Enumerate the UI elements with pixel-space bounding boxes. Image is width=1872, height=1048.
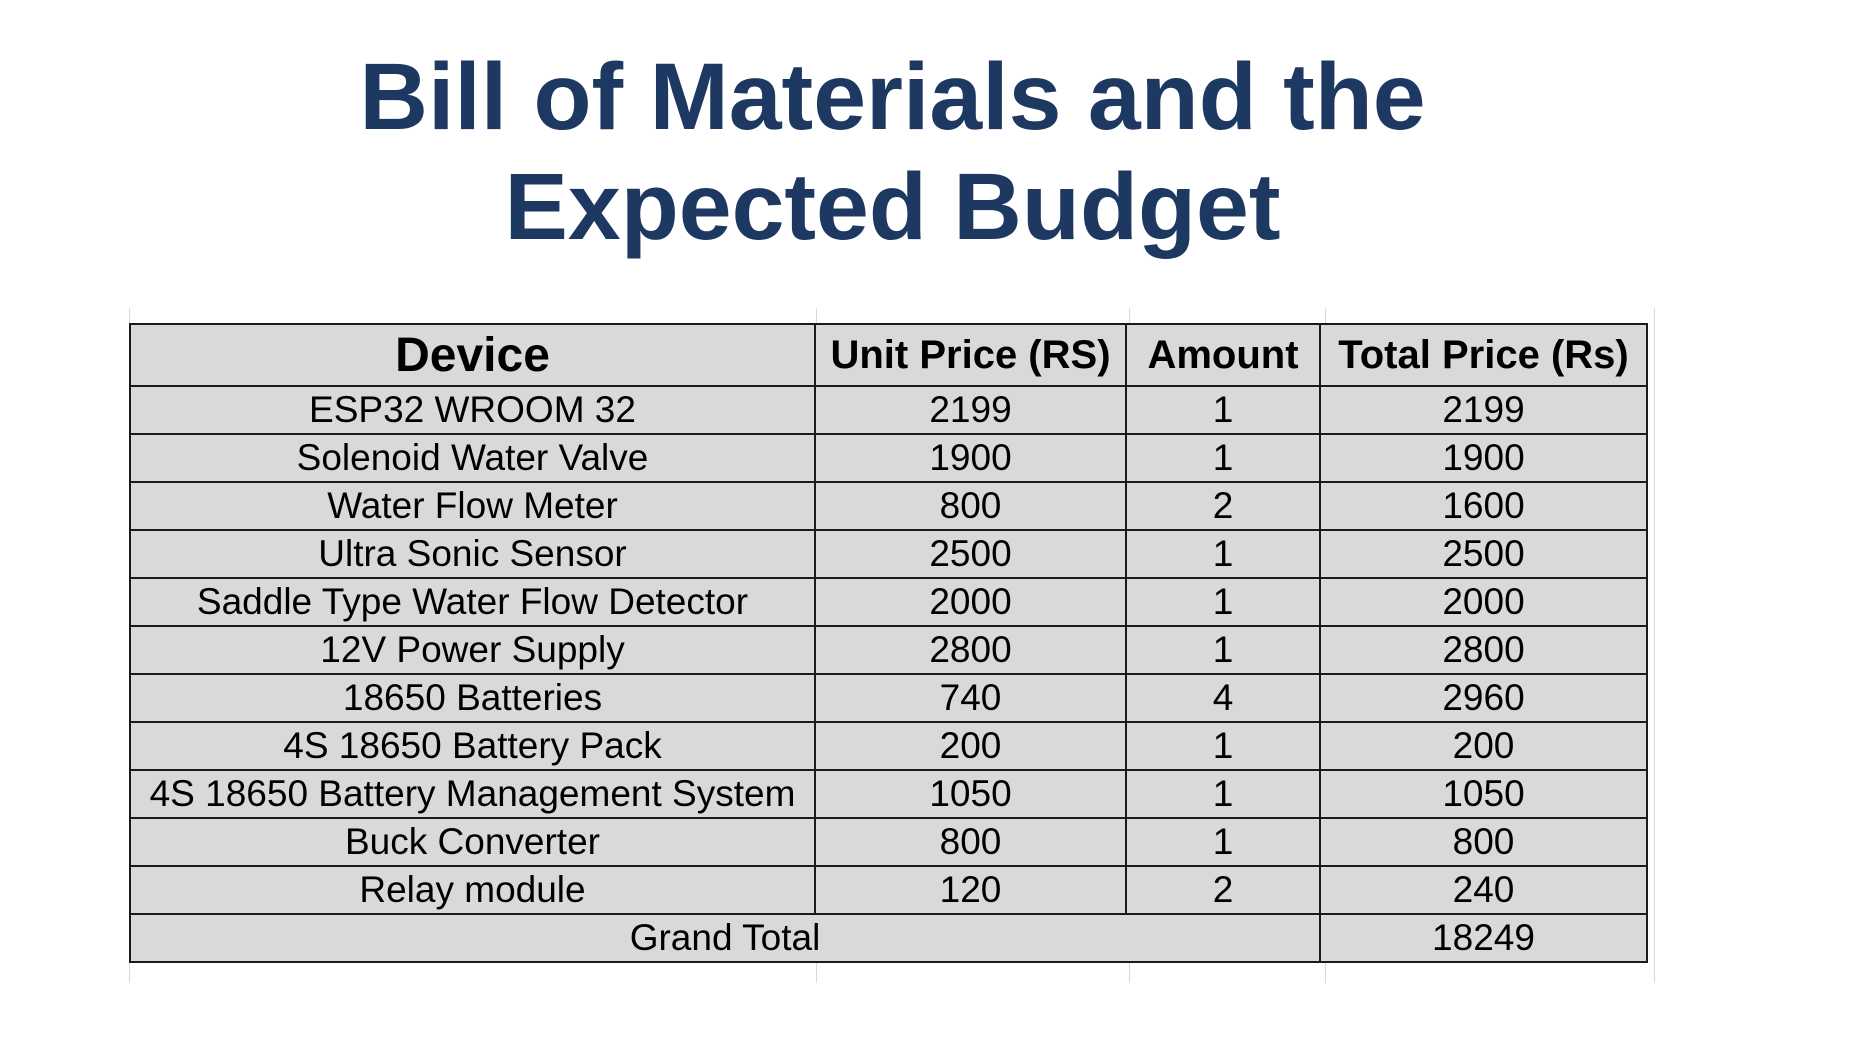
cell-device: Buck Converter [129,817,816,867]
cell-device: Ultra Sonic Sensor [129,529,816,579]
cell-device: ESP32 WROOM 32 [129,385,816,435]
cell-total-price: 1050 [1319,769,1648,819]
table-row: 18650 Batteries 740 4 2960 [129,673,1648,723]
table-row: 4S 18650 Battery Pack 200 1 200 [129,721,1648,771]
table-row: Water Flow Meter 800 2 1600 [129,481,1648,531]
cell-total-price: 2199 [1319,385,1648,435]
cell-unit-price: 2500 [814,529,1127,579]
table-row: 12V Power Supply 2800 1 2800 [129,625,1648,675]
cell-amount: 1 [1125,385,1321,435]
cell-unit-price: 2000 [814,577,1127,627]
cell-device: 12V Power Supply [129,625,816,675]
header-device: Device [129,323,816,387]
table-row: ESP32 WROOM 32 2199 1 2199 [129,385,1648,435]
cell-amount: 2 [1125,865,1321,915]
cell-unit-price: 120 [814,865,1127,915]
bill-of-materials-table: Device Unit Price (RS) Amount Total Pric… [129,323,1648,963]
cell-amount: 1 [1125,721,1321,771]
cell-total-price: 200 [1319,721,1648,771]
grand-total-value: 18249 [1319,913,1648,963]
cell-device: Relay module [129,865,816,915]
table-row: Solenoid Water Valve 1900 1 1900 [129,433,1648,483]
slide-title-line-1: Bill of Materials and the [359,44,1426,150]
cell-total-price: 800 [1319,817,1648,867]
header-unit-price: Unit Price (RS) [814,323,1127,387]
table-row: Buck Converter 800 1 800 [129,817,1648,867]
grand-total-label: Grand Total [129,913,1321,963]
cell-total-price: 240 [1319,865,1648,915]
table-row: 4S 18650 Battery Management System 1050 … [129,769,1648,819]
cell-amount: 4 [1125,673,1321,723]
cell-total-price: 2800 [1319,625,1648,675]
cell-total-price: 2000 [1319,577,1648,627]
cell-total-price: 2500 [1319,529,1648,579]
table-row: Ultra Sonic Sensor 2500 1 2500 [129,529,1648,579]
header-total-price: Total Price (Rs) [1319,323,1648,387]
cell-unit-price: 800 [814,481,1127,531]
cell-amount: 2 [1125,481,1321,531]
cell-amount: 1 [1125,625,1321,675]
cell-unit-price: 1900 [814,433,1127,483]
cell-device: 18650 Batteries [129,673,816,723]
table-row: Saddle Type Water Flow Detector 2000 1 2… [129,577,1648,627]
cell-device: 4S 18650 Battery Management System [129,769,816,819]
cell-amount: 1 [1125,577,1321,627]
cell-device: 4S 18650 Battery Pack [129,721,816,771]
cell-unit-price: 2800 [814,625,1127,675]
cell-device: Water Flow Meter [129,481,816,531]
cell-total-price: 2960 [1319,673,1648,723]
slide-title: Bill of Materials and the Expected Budge… [0,42,1785,262]
cell-amount: 1 [1125,433,1321,483]
table-header-row: Device Unit Price (RS) Amount Total Pric… [129,323,1648,387]
cell-amount: 1 [1125,769,1321,819]
cell-device: Saddle Type Water Flow Detector [129,577,816,627]
cell-unit-price: 1050 [814,769,1127,819]
cell-total-price: 1900 [1319,433,1648,483]
cell-unit-price: 200 [814,721,1127,771]
cell-device: Solenoid Water Valve [129,433,816,483]
cell-amount: 1 [1125,817,1321,867]
cell-unit-price: 2199 [814,385,1127,435]
cell-unit-price: 740 [814,673,1127,723]
cell-amount: 1 [1125,529,1321,579]
table-row: Relay module 120 2 240 [129,865,1648,915]
cell-total-price: 1600 [1319,481,1648,531]
grand-total-row: Grand Total 18249 [129,913,1648,963]
slide-title-line-2: Expected Budget [504,154,1281,260]
gridline [1654,308,1655,983]
header-amount: Amount [1125,323,1321,387]
cell-unit-price: 800 [814,817,1127,867]
